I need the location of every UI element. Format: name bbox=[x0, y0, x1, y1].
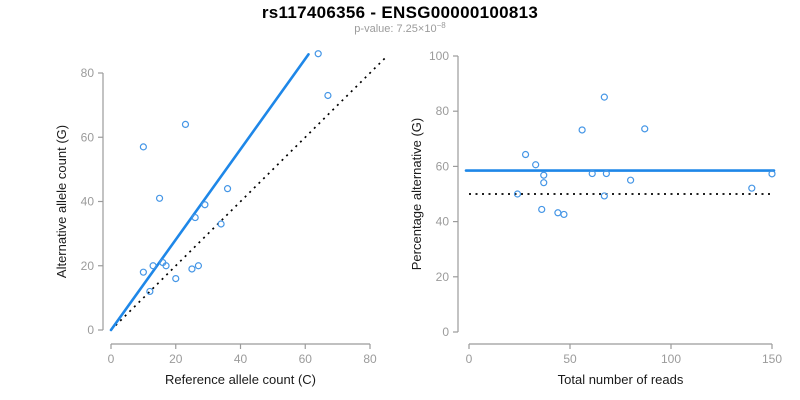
y-tick-label: 60 bbox=[436, 159, 450, 173]
data-point bbox=[194, 262, 203, 270]
y-axis-title: Percentage alternative (G) bbox=[409, 118, 424, 270]
data-point bbox=[223, 185, 232, 193]
data-point bbox=[532, 161, 540, 169]
x-tick-label: 100 bbox=[661, 352, 681, 366]
y-axis-title: Alternative allele count (G) bbox=[54, 125, 69, 278]
data-point bbox=[162, 262, 170, 270]
data-point bbox=[602, 169, 610, 178]
fit-line bbox=[109, 53, 310, 332]
x-tick-label: 50 bbox=[563, 352, 577, 366]
data-point bbox=[641, 125, 649, 133]
x-tick-label: 60 bbox=[299, 352, 313, 366]
p-value-text: p-value: 7.25×10 bbox=[354, 23, 436, 35]
percentage-scatter-plot: 0 20 40 60 80 100 0 50 100 150 Total number of rea… bbox=[409, 49, 782, 387]
data-point bbox=[538, 205, 546, 214]
x-axis-title: Reference allele count (C) bbox=[165, 372, 316, 387]
x-tick-label: 80 bbox=[363, 352, 377, 366]
data-point bbox=[521, 150, 530, 159]
x-tick-label: 0 bbox=[108, 352, 115, 366]
figure-subtitle: p-value: 7.25×10−8 bbox=[354, 21, 446, 35]
y-tick-label: 60 bbox=[81, 130, 95, 144]
data-point bbox=[588, 169, 596, 178]
y-tick-label: 0 bbox=[442, 325, 449, 339]
data-point bbox=[191, 213, 199, 222]
y-tick-label: 20 bbox=[436, 270, 450, 284]
data-point bbox=[314, 50, 322, 58]
data-point bbox=[768, 170, 776, 178]
x-tick-label: 20 bbox=[169, 352, 183, 366]
y-tick-label: 40 bbox=[81, 195, 95, 209]
data-point bbox=[600, 93, 608, 101]
x-tick-label: 0 bbox=[466, 352, 473, 366]
x-tick-label: 150 bbox=[762, 352, 782, 366]
data-point bbox=[139, 268, 147, 276]
data-point bbox=[139, 143, 147, 151]
data-point bbox=[155, 194, 164, 202]
data-point bbox=[578, 126, 586, 134]
data-point bbox=[554, 209, 562, 217]
data-point bbox=[324, 91, 332, 100]
p-value-exponent: −8 bbox=[437, 21, 447, 30]
y-tick-label: 20 bbox=[81, 259, 95, 273]
figure-title: rs117406356 - ENSG00000100813 bbox=[262, 3, 538, 22]
data-point bbox=[560, 210, 568, 219]
data-point bbox=[146, 287, 154, 296]
data-point bbox=[188, 265, 196, 273]
y-tick-label: 100 bbox=[429, 49, 449, 63]
x-tick-label: 40 bbox=[234, 352, 248, 366]
data-point bbox=[513, 190, 522, 198]
x-axis-title: Total number of reads bbox=[558, 372, 684, 387]
data-point bbox=[626, 176, 635, 184]
allele-count-scatter-plot: 0 20 40 60 80 0 20 40 60 80 Reference allele count… bbox=[54, 50, 388, 387]
data-point bbox=[748, 184, 756, 192]
y-tick-label: 80 bbox=[81, 66, 95, 80]
data-point bbox=[149, 262, 157, 270]
data-point bbox=[201, 201, 209, 209]
data-point bbox=[600, 192, 608, 200]
data-point bbox=[540, 179, 548, 187]
y-tick-label: 80 bbox=[436, 104, 450, 118]
data-point bbox=[217, 220, 225, 228]
reference-dotted-line bbox=[110, 55, 388, 331]
y-tick-label: 40 bbox=[436, 215, 450, 229]
data-point bbox=[181, 120, 190, 129]
data-point bbox=[540, 171, 548, 179]
data-point bbox=[172, 275, 180, 283]
y-tick-label: 0 bbox=[87, 323, 94, 337]
